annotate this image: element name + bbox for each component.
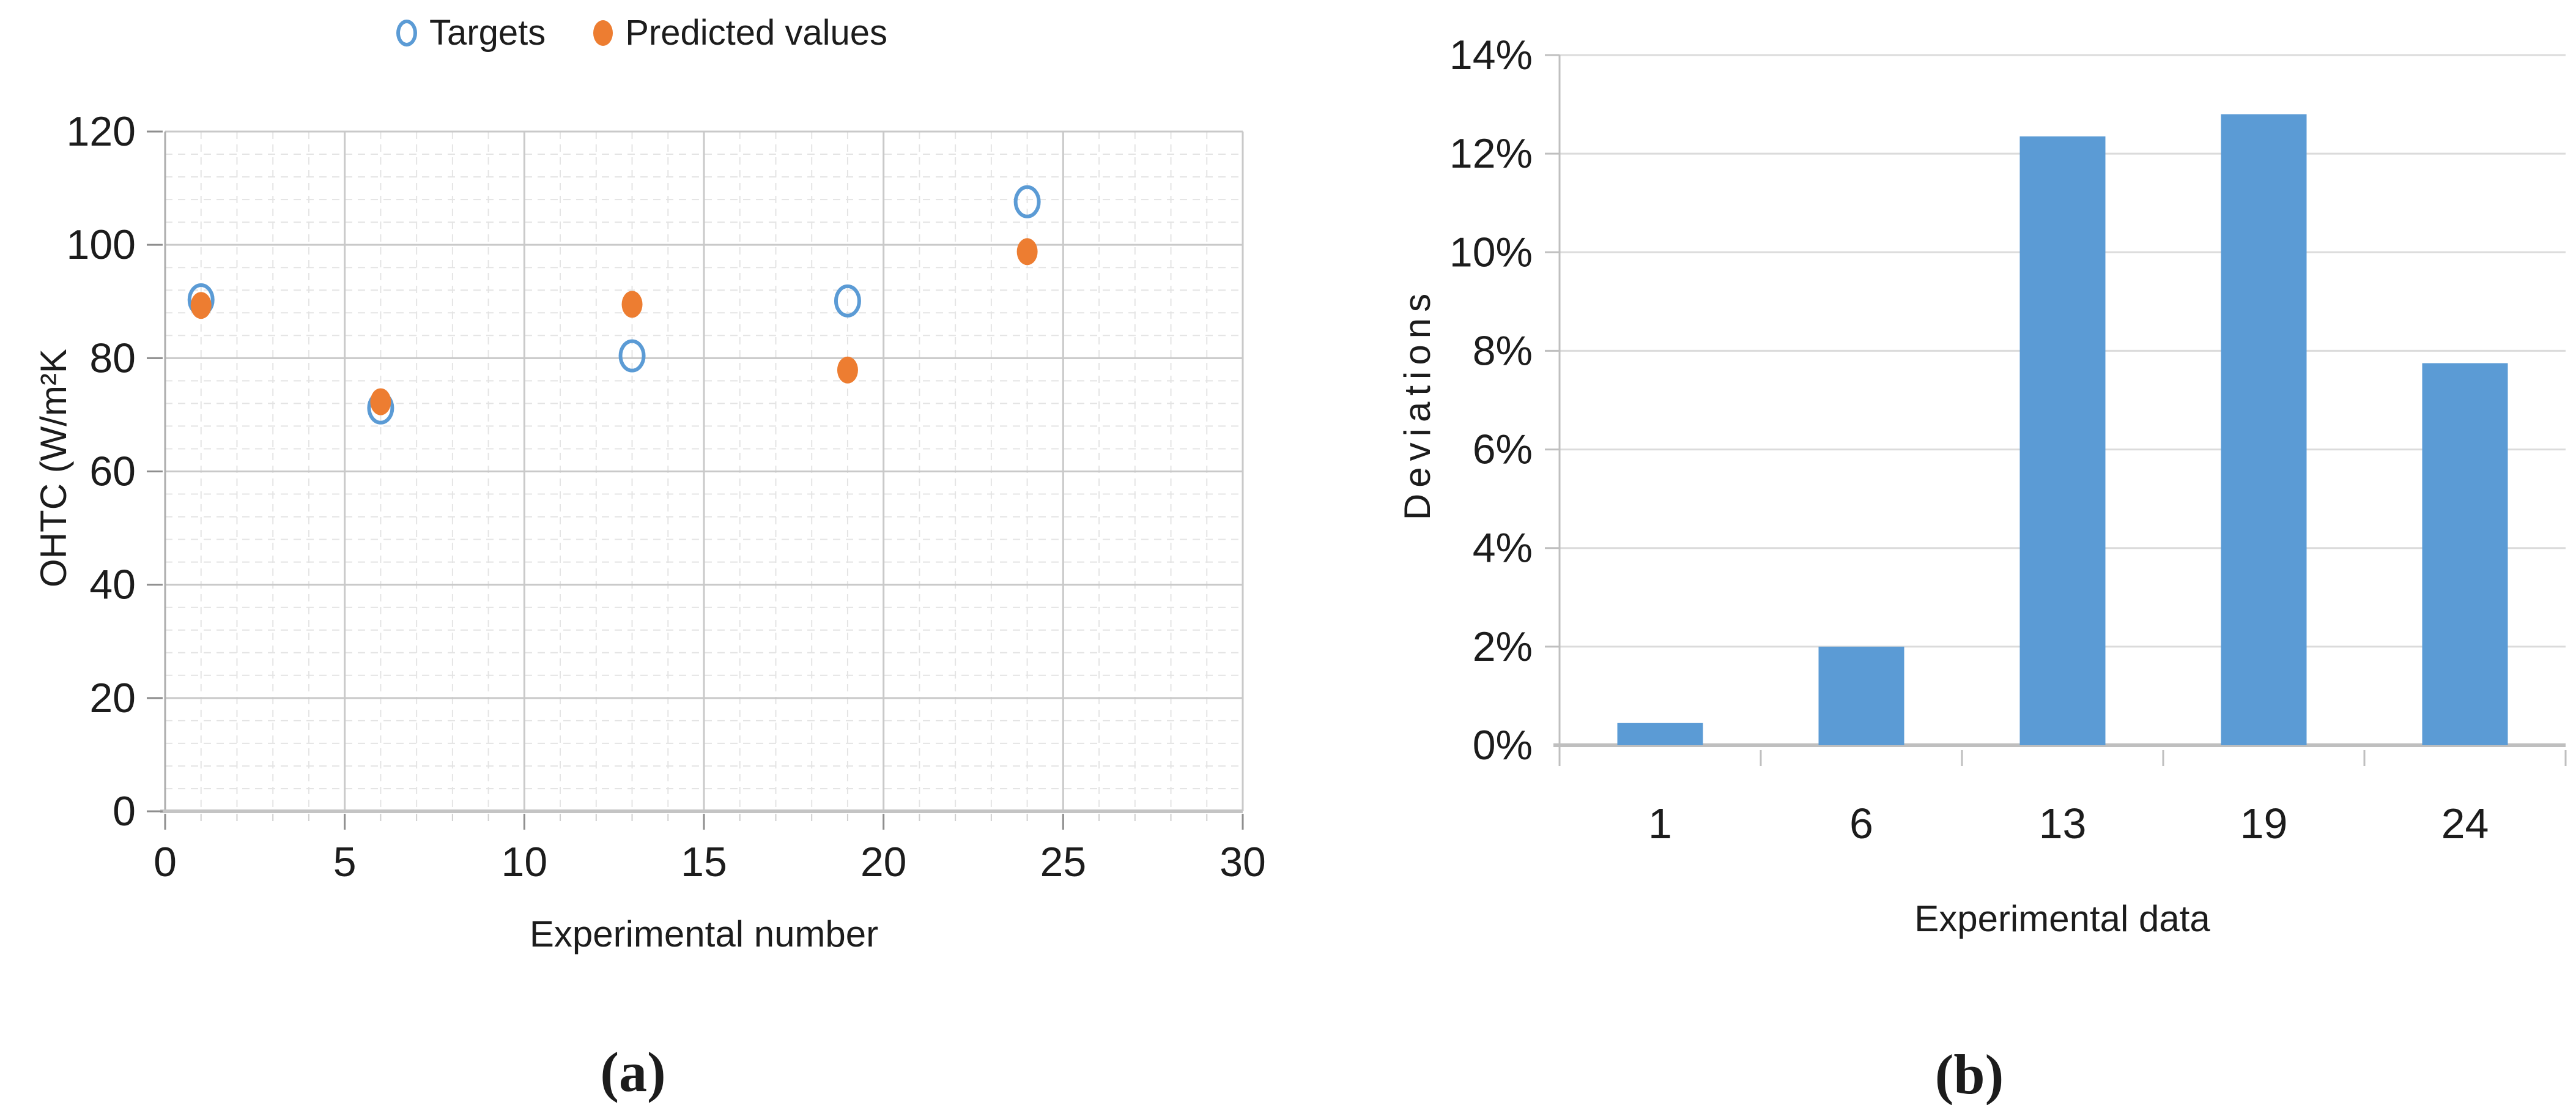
scatter-point-predicted	[1016, 238, 1038, 266]
y-tick-label: 20	[89, 675, 136, 721]
legend-item-targets: Targets	[396, 15, 546, 51]
panel-b-caption: (b)	[1934, 1043, 2004, 1105]
x-tick-label: 0	[154, 839, 177, 885]
scatter-point-targets	[834, 284, 861, 318]
right-y-axis-title: Deviations	[1397, 287, 1438, 521]
scatter-point-predicted	[370, 388, 391, 415]
scatter-point-predicted	[621, 291, 643, 318]
y-tick-label: 0	[113, 788, 136, 835]
category-label: 1	[1648, 800, 1672, 847]
legend-label-targets: Targets	[429, 13, 546, 53]
panel-a-caption: (a)	[600, 1041, 666, 1103]
category-label: 6	[1849, 800, 1873, 847]
y-tick-label: 14%	[1449, 32, 1533, 78]
x-tick-label: 5	[333, 839, 357, 885]
predicted-filled-circle-icon	[593, 20, 613, 46]
y-tick-label: 2%	[1473, 623, 1533, 670]
category-label: 24	[2441, 800, 2489, 847]
legend: Targets Predicted values	[396, 10, 887, 56]
y-tick-label: 4%	[1473, 525, 1533, 571]
y-tick-label: 10%	[1449, 229, 1533, 275]
scatter-point-targets	[618, 339, 646, 373]
y-tick-label: 0%	[1473, 722, 1533, 768]
y-tick-label: 60	[89, 448, 136, 495]
legend-item-predicted: Predicted values	[593, 15, 887, 51]
x-tick-label: 25	[1040, 839, 1087, 885]
y-tick-label: 6%	[1473, 426, 1533, 473]
x-tick-label: 20	[861, 839, 907, 885]
bar	[1617, 723, 1703, 745]
y-tick-label: 40	[89, 562, 136, 608]
y-tick-label: 80	[89, 335, 136, 381]
scatter-point-predicted	[190, 292, 212, 319]
left-y-axis-title: OHTC (W/m²K	[33, 349, 74, 587]
bar	[2422, 363, 2508, 745]
right-x-axis-title: Experimental data	[1914, 898, 2210, 939]
scatter-point-targets	[1013, 185, 1041, 218]
y-tick-label: 12%	[1449, 130, 1533, 177]
x-tick-label: 10	[502, 839, 548, 885]
targets-open-circle-icon	[396, 20, 417, 47]
x-tick-label: 15	[681, 839, 727, 885]
bar	[1818, 646, 1904, 745]
scatter-point-predicted	[837, 356, 858, 384]
y-tick-label: 8%	[1473, 327, 1533, 374]
bar	[2221, 114, 2307, 746]
y-tick-label: 100	[67, 221, 136, 268]
category-label: 19	[2240, 800, 2288, 847]
x-tick-label: 30	[1220, 839, 1266, 885]
left-x-axis-title: Experimental number	[529, 913, 879, 954]
category-label: 13	[2039, 800, 2087, 847]
y-tick-label: 120	[67, 108, 136, 155]
bar	[2019, 136, 2106, 745]
legend-label-predicted: Predicted values	[625, 13, 888, 53]
